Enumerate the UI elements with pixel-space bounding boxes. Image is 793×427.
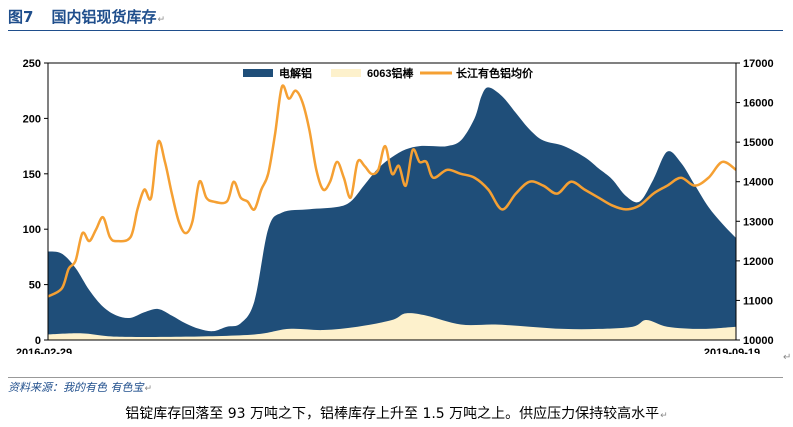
aluminum-rod-6063-area — [48, 313, 736, 340]
left-axis-tick-label: 150 — [23, 169, 41, 181]
aluminum-rod-6063-legend-swatch — [331, 69, 361, 77]
legend: 电解铝 6063铝棒 长江有色铝均价 — [243, 66, 534, 80]
electrolytic-aluminum-legend-label: 电解铝 — [279, 66, 312, 80]
right-axis-tick-label: 13000 — [743, 216, 774, 228]
plot-area — [47, 62, 737, 341]
title-rule — [8, 30, 783, 31]
figure-title: 图7 国内铝现货库存↵ — [8, 6, 165, 27]
aluminum-rod-6063-legend-label: 6063铝棒 — [367, 66, 414, 80]
left-axis-tick-label: 200 — [23, 113, 41, 125]
left-axis-tick-label: 250 — [23, 58, 41, 70]
right-axis-tick-label: 16000 — [743, 98, 774, 110]
right-axis-tick-label: 15000 — [743, 137, 774, 149]
right-axis-tick-label: 11000 — [743, 295, 773, 307]
left-axis: 0 50 100 150 200 250 — [23, 58, 48, 347]
source-text: 资料来源：我的有色 有色宝 — [8, 381, 144, 394]
return-mark: ↵ — [144, 384, 153, 394]
x-axis-tick-label-start: 2016-02-29 — [16, 347, 72, 354]
figure-number: 图7 — [8, 8, 34, 26]
changjiang-aluminum-price-legend-label: 长江有色铝均价 — [456, 66, 534, 80]
return-mark: ↵ — [783, 352, 792, 363]
left-axis-tick-label: 50 — [29, 280, 41, 292]
caption: 铝锭库存回落至 93 万吨之下，铝棒库存上升至 1.5 万吨之上。供应压力保持较… — [0, 403, 793, 423]
chart: 电解铝 6063铝棒 长江有色铝均价 0 50 100 150 200 250 10000 11… — [16, 58, 774, 354]
left-axis-tick-label: 100 — [23, 224, 41, 236]
plot-frame — [47, 62, 737, 341]
source-note: 资料来源：我的有色 有色宝↵ — [8, 377, 783, 395]
figure-title-text: 国内铝现货库存 — [51, 8, 157, 26]
right-axis-tick-label: 14000 — [743, 177, 774, 189]
electrolytic-aluminum-area — [48, 87, 736, 340]
caption-text: 铝锭库存回落至 93 万吨之下，铝棒库存上升至 1.5 万吨之上。供应压力保持较… — [125, 406, 660, 422]
right-axis-tick-label: 12000 — [743, 256, 774, 268]
x-axis-tick-label-end: 2019-09-19 — [704, 347, 760, 354]
changjiang-aluminum-price-line — [47, 84, 737, 298]
right-axis-tick-label: 10000 — [743, 335, 774, 347]
electrolytic-aluminum-legend-swatch — [243, 69, 273, 77]
return-mark: ↵ — [660, 411, 668, 421]
right-axis: 10000 11000 12000 13000 14000 15000 16000 17000 — [736, 58, 774, 347]
left-axis-tick-label: 0 — [35, 335, 41, 347]
right-axis-tick-label: 17000 — [743, 58, 774, 70]
return-mark: ↵ — [157, 15, 165, 25]
x-axis: 2016-02-29 2019-09-19 — [16, 347, 760, 354]
